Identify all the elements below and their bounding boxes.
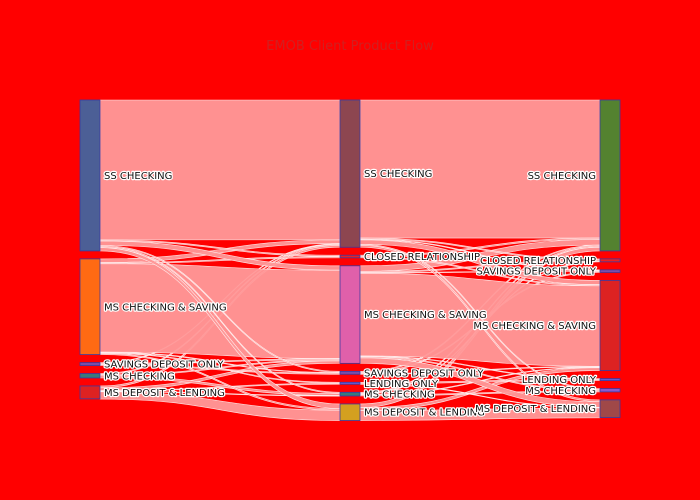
node-c_ss[interactable] xyxy=(599,99,621,252)
node-label-b_msdl: MS DEPOSIT & LENDING xyxy=(364,408,485,419)
chart-title: EMOB Client Product Flow xyxy=(266,39,434,54)
node-label-c_sdo: SAVINGS DEPOSIT ONLY xyxy=(477,267,597,278)
node-c_mscs[interactable] xyxy=(599,280,621,372)
node-b_mscs[interactable] xyxy=(339,265,361,364)
node-label-b_cr: CLOSED RELATIONSHIP xyxy=(364,252,480,263)
node-label-a_msdl: MS DEPOSIT & LENDING xyxy=(104,388,225,399)
node-a_ss[interactable] xyxy=(79,99,101,252)
node-b_lo[interactable] xyxy=(339,381,361,385)
node-label-b_msc: MS CHECKING xyxy=(364,390,435,401)
node-label-c_lo: LENDING ONLY xyxy=(522,375,597,386)
node-b_cr[interactable] xyxy=(339,254,361,259)
node-label-a_msc: MS CHECKING xyxy=(104,371,175,382)
node-label-c_msdl: MS DEPOSIT & LENDING xyxy=(475,404,596,415)
node-a_mscs[interactable] xyxy=(79,258,101,356)
node-b_sdo[interactable] xyxy=(339,370,361,375)
node-label-b_ss: SS CHECKING xyxy=(364,169,432,180)
node-c_cr[interactable] xyxy=(599,258,621,263)
node-label-a_mscs: MS CHECKING & SAVING xyxy=(104,302,227,313)
node-label-b_lo: LENDING ONLY xyxy=(364,379,439,390)
node-label-a_sdo: SAVINGS DEPOSIT ONLY xyxy=(104,360,224,371)
node-label-c_ss: SS CHECKING xyxy=(528,171,596,182)
node-label-c_cr: CLOSED RELATIONSHIP xyxy=(480,256,596,267)
node-label-b_mscs: MS CHECKING & SAVING xyxy=(364,310,487,321)
node-c_lo[interactable] xyxy=(599,378,621,382)
node-a_sdo[interactable] xyxy=(79,362,101,366)
node-label-a_ss: SS CHECKING xyxy=(104,171,172,182)
flow-links xyxy=(99,99,601,421)
flow-nodes xyxy=(79,99,621,421)
flow-link-a_ss-to-b_ss[interactable] xyxy=(99,99,341,241)
node-label-c_msc: MS CHECKING xyxy=(525,386,596,397)
node-label-b_sdo: SAVINGS DEPOSIT ONLY xyxy=(364,368,484,379)
node-c_msc[interactable] xyxy=(599,388,621,393)
node-a_msdl[interactable] xyxy=(79,385,101,400)
node-labels: SS CHECKING MS CHECKING & SAVING SAVINGS D… xyxy=(103,168,598,420)
node-a_msc[interactable] xyxy=(79,373,101,379)
node-b_msdl[interactable] xyxy=(339,403,361,421)
node-c_msdl[interactable] xyxy=(599,399,621,418)
node-b_msc[interactable] xyxy=(339,391,361,397)
node-b_ss[interactable] xyxy=(339,99,361,248)
node-label-c_mscs: MS CHECKING & SAVING xyxy=(473,321,596,332)
node-c_sdo[interactable] xyxy=(599,269,621,273)
